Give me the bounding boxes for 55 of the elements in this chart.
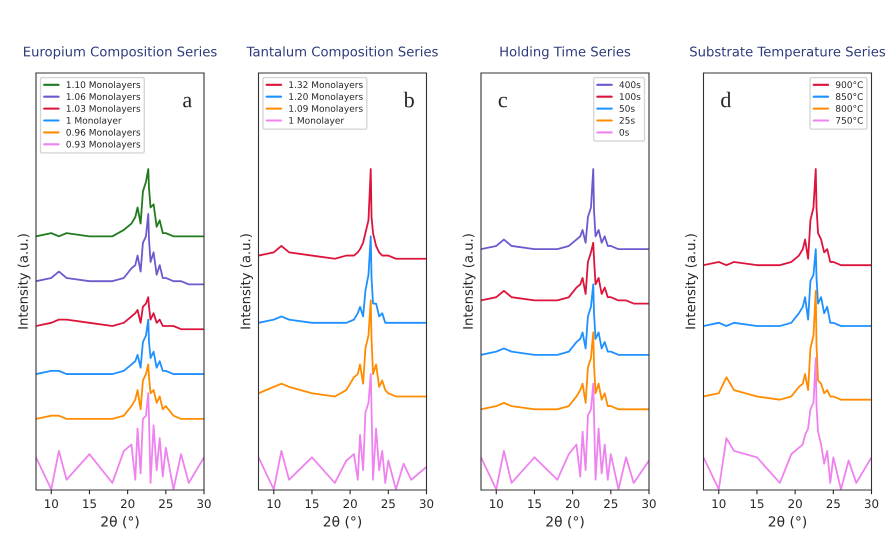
- x-tick-label: 10: [490, 499, 503, 508]
- chart-title: Tantalum Composition Series: [246, 46, 438, 60]
- x-tick-label: 25: [382, 499, 395, 508]
- x-tick-label: 15: [83, 499, 96, 508]
- x-axis-title: 2θ (°): [546, 516, 584, 528]
- x-tick-label: 30: [642, 499, 656, 508]
- text: a: [183, 96, 192, 108]
- x-tick-label: 30: [864, 499, 878, 508]
- legend-label: 1.10 Monolayers: [66, 81, 140, 90]
- x-tick-label: 30: [197, 499, 211, 508]
- x-tick-label: 30: [420, 499, 434, 508]
- text: d: [721, 92, 732, 108]
- chart-title: Holding Time Series: [500, 46, 630, 60]
- legend-label: 0.96 Monolayers: [66, 128, 140, 138]
- legend-label: 900°C: [836, 81, 863, 88]
- y-axis-title: Intensity (a.u.): [685, 234, 698, 329]
- legend-label: 1.03 Monolayers: [66, 104, 140, 114]
- x-tick-label: 25: [159, 499, 172, 508]
- legend-label: 400s: [619, 81, 640, 88]
- x-tick-label: 15: [306, 499, 318, 508]
- x-axis-title: 2θ (°): [768, 516, 806, 528]
- legend-label: 850°C: [836, 93, 863, 100]
- legend-label: 1 Monolayer: [289, 116, 344, 126]
- x-tick-label: 25: [604, 499, 618, 508]
- legend-label: 0.93 Monolayers: [66, 140, 140, 150]
- legend-label: 0s: [620, 128, 629, 136]
- x-tick-label: 10: [712, 499, 726, 508]
- x-tick-label: 10: [268, 499, 280, 508]
- legend-label: 50s: [620, 105, 635, 112]
- x-tick-label: 10: [45, 499, 58, 508]
- y-axis-title: Intensity (a.u.): [240, 234, 253, 329]
- x-tick-label: 15: [750, 499, 764, 508]
- legend-label: 1.20 Monolayers: [289, 93, 363, 102]
- legend-label: 800°C: [836, 105, 863, 112]
- chart-title: Europium Composition Series: [24, 46, 217, 60]
- legend-label: 1.32 Monolayers: [289, 81, 363, 90]
- x-tick-label: 20: [120, 499, 134, 508]
- x-axis-title: 2θ (°): [101, 516, 139, 528]
- text: b: [404, 92, 414, 108]
- legend-label: 100s: [620, 93, 640, 100]
- x-axis-title: 2θ (°): [324, 516, 362, 528]
- x-tick-label: 20: [343, 499, 357, 508]
- legend-label: 1.09 Monolayers: [289, 104, 363, 114]
- legend-label: 1.06 Monolayers: [66, 93, 140, 102]
- x-tick-label: 15: [528, 499, 541, 508]
- y-axis-title: Intensity (a.u.): [462, 234, 476, 329]
- text: c: [498, 96, 507, 108]
- y-axis-title: Intensity (a.u.): [18, 234, 30, 329]
- x-tick-label: 20: [566, 499, 580, 508]
- x-tick-label: 20: [788, 499, 802, 508]
- legend-label: 750°C: [836, 116, 863, 124]
- x-tick-label: 25: [826, 499, 840, 508]
- legend-label: 25s: [620, 116, 635, 124]
- legend-label: 1 Monolayer: [66, 116, 122, 126]
- chart-title: Substrate Temperature Series: [690, 46, 886, 60]
